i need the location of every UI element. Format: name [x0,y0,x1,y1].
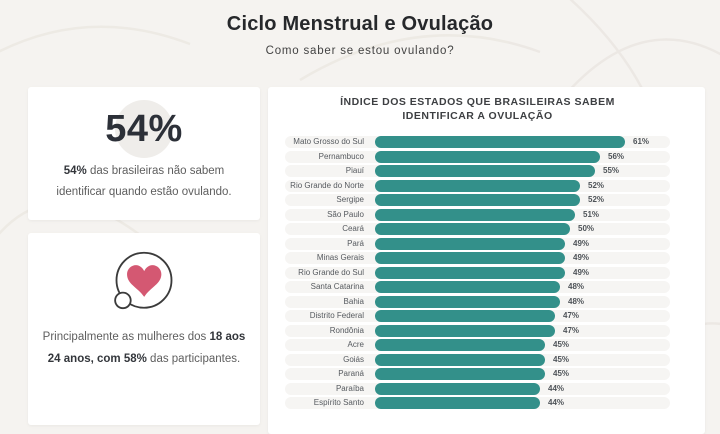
chart-row: Paraná 45% [285,368,670,381]
chart-row: Rondônia 47% [285,324,670,337]
state-bar [375,150,600,163]
state-value: 44% [548,383,565,393]
state-bar [375,194,580,207]
state-value: 45% [553,340,570,350]
state-label: São Paulo [327,209,364,219]
state-label: Mato Grosso do Sul [293,137,364,147]
state-label: Acre [347,340,364,350]
state-bar [375,136,625,149]
chart-panel: ÍNDICE DOS ESTADOS QUE BRASILEIRAS SABEM… [268,87,705,434]
chart-row: Acre 45% [285,339,670,352]
chart-row: São Paulo 51% [285,208,670,221]
state-value: 61% [633,137,650,147]
state-label: Rio Grande do Norte [290,180,364,190]
state-label: Rondônia [329,325,364,335]
stat-text: 54% das brasileiras não sabem identifica… [42,161,246,204]
state-bar [375,223,570,236]
page-subtitle: Como saber se estou ovulando? [265,45,455,57]
stat-circle-decoration [115,100,173,158]
state-label: Minas Gerais [316,253,364,263]
chart-row: Rio Grande do Norte 52% [285,179,670,192]
state-value: 50% [578,224,595,234]
chart-rows: Mato Grosso do Sul 61% Pernambuco 56% Piauí 5… [285,136,670,410]
chart-row: Ceará 50% [285,223,670,236]
stat-text-rest: das brasileiras não sabem identificar qu… [56,165,232,199]
state-label: Ceará [342,224,364,234]
state-label: Distrito Federal [309,311,364,321]
state-label: Santa Catarina [310,282,364,292]
state-label: Sergipe [336,195,364,205]
state-label: Pará [347,238,364,248]
chart-row: Sergipe 52% [285,194,670,207]
chart-row: Pará 49% [285,237,670,250]
state-value: 47% [563,325,580,335]
state-value: 44% [548,398,565,408]
chart-title: ÍNDICE DOS ESTADOS QUE BRASILEIRAS SABEM… [340,96,615,123]
stat-card: 54% 54% das brasileiras não sabem identi… [28,87,260,220]
audience-text-prefix: Principalmente as mulheres dos [42,331,210,343]
stat-headline: 54% [105,108,183,150]
state-value: 45% [553,369,570,379]
audience-text: Principalmente as mulheres dos 18 aos 24… [40,327,248,371]
state-label: Piauí [345,166,364,176]
state-value: 45% [553,354,570,364]
state-value: 48% [568,282,585,292]
state-bar [375,165,595,178]
page-title: Ciclo Menstrual e Ovulação [226,13,494,35]
state-value: 52% [588,180,605,190]
state-label: Espírito Santo [313,398,364,408]
state-bar [375,310,555,323]
state-bar [375,208,575,221]
state-bar [375,382,540,395]
state-bar [375,397,540,410]
state-label: Goiás [343,354,364,364]
chart-row: Distrito Federal 47% [285,310,670,323]
chart-row: Goiás 45% [285,353,670,366]
chart-row: Santa Catarina 48% [285,281,670,294]
state-value: 47% [563,311,580,321]
state-label: Rio Grande do Sul [298,267,364,277]
state-bar [375,324,555,337]
state-bar [375,179,580,192]
chart-row: Bahia 48% [285,295,670,308]
state-value: 49% [573,253,590,263]
state-value: 49% [573,267,590,277]
state-value: 55% [603,166,620,176]
state-value: 48% [568,296,585,306]
state-bar [375,237,565,250]
chart-row: Espírito Santo 44% [285,397,670,410]
chart-row: Mato Grosso do Sul 61% [285,136,670,149]
chart-row: Rio Grande do Sul 49% [285,266,670,279]
state-bar [375,281,560,294]
audience-text-suffix: das participantes. [146,352,241,365]
state-bar [375,266,565,279]
state-bar [375,252,565,265]
state-value: 56% [608,151,625,161]
heart-icon [114,251,173,310]
audience-card: Principalmente as mulheres dos 18 aos 24… [28,233,260,425]
state-label: Pernambuco [318,151,364,161]
heart-shape [127,265,162,297]
state-label: Paraíba [335,383,364,393]
state-label: Bahia [343,296,364,306]
chart-row: Pernambuco 56% [285,150,670,163]
state-bar [375,295,560,308]
state-bar [375,339,545,352]
stat-text-bold: 54% [63,165,87,177]
state-bar [375,368,545,381]
audience-text-bold: 18 aos 24 anos, com 58% [47,331,246,365]
state-label: Paraná [338,369,364,379]
state-bar [375,353,545,366]
header: Ciclo Menstrual e Ovulação Como saber se… [0,0,720,57]
state-value: 49% [573,238,590,248]
chart-row: Minas Gerais 49% [285,252,670,265]
chart-row: Paraíba 44% [285,382,670,395]
state-value: 51% [583,209,600,219]
chart-row: Piauí 55% [285,165,670,178]
state-value: 52% [588,195,605,205]
heart-circle-badge [28,250,260,321]
